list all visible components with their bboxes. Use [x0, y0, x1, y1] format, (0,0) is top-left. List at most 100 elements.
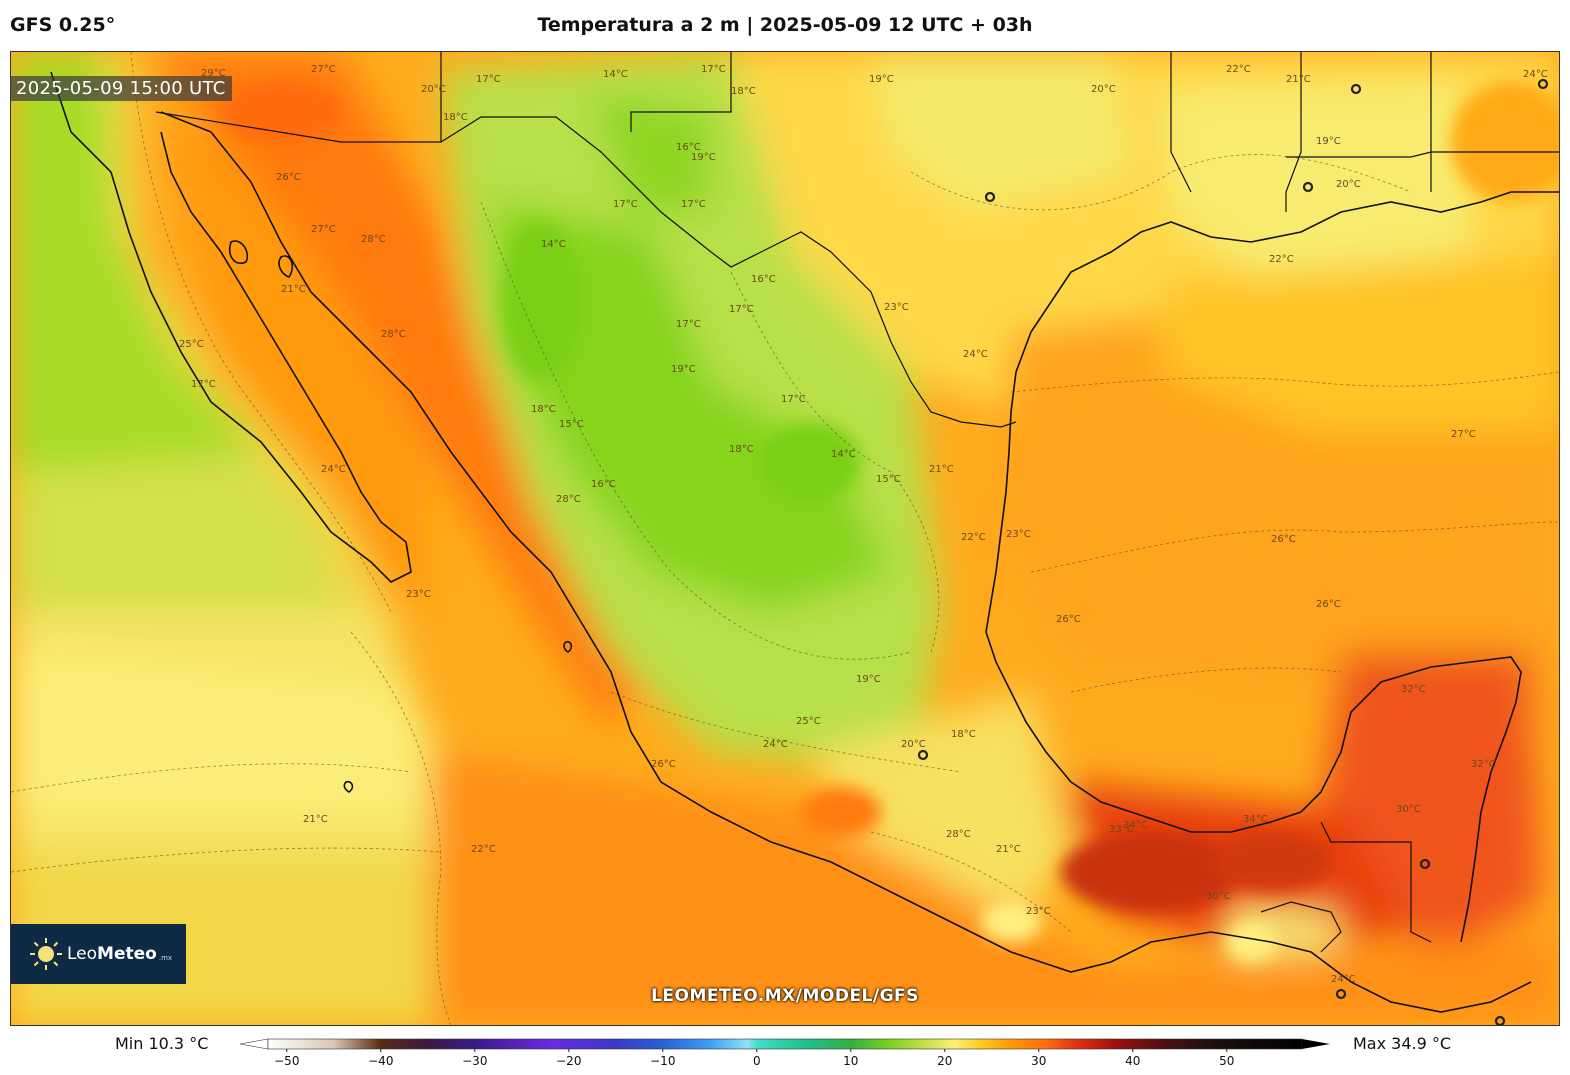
contour-label: 17°C [191, 379, 216, 390]
contour-label: 34°C [1123, 820, 1148, 831]
contour-label: 18°C [731, 86, 756, 97]
city-marker[interactable] [1350, 83, 1362, 95]
contour-label: 14°C [603, 69, 628, 80]
contour-label: 16°C [676, 142, 701, 153]
contour-label: 26°C [1056, 614, 1081, 625]
contour-label: 15°C [876, 474, 901, 485]
contour-label: 21°C [1286, 74, 1311, 85]
colorbar-max-arrow [1302, 1039, 1330, 1049]
colorbar-tick-label: 0 [753, 1054, 761, 1068]
contour-label: 28°C [361, 234, 386, 245]
brand-logo[interactable]: LeoMeteo .mx [11, 924, 186, 984]
city-marker[interactable] [1335, 988, 1347, 1000]
contour-label: 16°C [591, 479, 616, 490]
contour-label: 20°C [421, 84, 446, 95]
contour-label: 14°C [541, 239, 566, 250]
contour-label: 30°C [1206, 891, 1231, 902]
city-marker[interactable] [984, 191, 996, 203]
contour-label: 33°C [1109, 824, 1134, 835]
contour-label: 24°C [321, 464, 346, 475]
contour-label: 19°C [1316, 136, 1341, 147]
temperature-zones [11, 52, 1559, 1025]
brand-name: LeoMeteo [67, 944, 157, 964]
contour-label: 23°C [406, 589, 431, 600]
colorbar-min-arrow [240, 1038, 269, 1050]
contour-label: 14°C [831, 449, 856, 460]
contour-label: 19°C [869, 74, 894, 85]
sun-icon [30, 938, 62, 970]
city-marker[interactable] [1302, 181, 1314, 193]
contour-label: 28°C [381, 329, 406, 340]
contour-label: 21°C [929, 464, 954, 475]
contour-lines [11, 52, 1559, 1025]
contour-label: 21°C [303, 814, 328, 825]
contour-label: 18°C [729, 444, 754, 455]
colorbar-tick-label: 20 [937, 1054, 952, 1068]
contour-label: 16°C [751, 274, 776, 285]
contour-label: 23°C [884, 302, 909, 313]
contour-label: 22°C [1226, 64, 1251, 75]
contour-label: 17°C [729, 304, 754, 315]
city-marker[interactable] [917, 749, 929, 761]
contour-label: 24°C [963, 349, 988, 360]
map-panel[interactable]: 29°C 27°C 17°C 14°C 17°C 18°C 19°C 20°C … [10, 51, 1560, 1026]
city-marker[interactable] [1419, 858, 1431, 870]
contour-label: 24°C [1523, 69, 1548, 80]
colorbar-tick-label: −10 [650, 1054, 675, 1068]
model-name: GFS 0.25° [10, 14, 116, 36]
contour-label: 26°C [1316, 599, 1341, 610]
source-watermark: LEOMETEO.MX/MODEL/GFS [651, 986, 919, 1006]
city-marker[interactable] [1494, 1015, 1506, 1025]
coastlines [50, 71, 1559, 1013]
contour-label: 20°C [1091, 84, 1116, 95]
temperature-colorbar: −50 −40 −30 −20 −10 0 10 20 30 40 50 [240, 1038, 1330, 1068]
colorbar-tick-label: 30 [1031, 1054, 1046, 1068]
contour-label: 20°C [1336, 179, 1361, 190]
colorbar-gradient [267, 1038, 1303, 1050]
contour-label: 30°C [1396, 804, 1421, 815]
contour-label: 27°C [311, 64, 336, 75]
city-marker[interactable] [1537, 78, 1549, 90]
contour-label: 25°C [179, 339, 204, 350]
contour-label: 19°C [856, 674, 881, 685]
colorbar-tick-label: −50 [274, 1054, 299, 1068]
contour-label: 29°C [201, 68, 226, 79]
contour-label: 21°C [996, 844, 1021, 855]
contour-label: 17°C [681, 199, 706, 210]
contour-label: 23°C [1006, 529, 1031, 540]
contour-label: 27°C [311, 224, 336, 235]
contour-label: 34°C [1243, 814, 1268, 825]
contour-label: 17°C [613, 199, 638, 210]
colorbar-tick-label: 10 [843, 1054, 858, 1068]
contour-labels: 29°C 27°C 17°C 14°C 17°C 18°C 19°C 20°C … [179, 64, 1548, 985]
colorbar-tick-label: 40 [1125, 1054, 1140, 1068]
contour-label: 18°C [951, 729, 976, 740]
colorbar-tick-label: −40 [368, 1054, 393, 1068]
contour-label: 26°C [1271, 534, 1296, 545]
contour-label: 24°C [1331, 974, 1356, 985]
contour-label: 32°C [1401, 684, 1426, 695]
colorbar-tick-label: −20 [556, 1054, 581, 1068]
colorbar-tick-label: −30 [462, 1054, 487, 1068]
contour-label: 22°C [1269, 254, 1294, 265]
contour-label: 19°C [691, 152, 716, 163]
contour-label: 17°C [781, 394, 806, 405]
contour-label: 25°C [796, 716, 821, 727]
contour-label: 32°C [1471, 759, 1496, 770]
contour-label: 28°C [556, 494, 581, 505]
contour-label: 22°C [961, 532, 986, 543]
temperature-map: 29°C 27°C 17°C 14°C 17°C 18°C 19°C 20°C … [11, 52, 1559, 1025]
contour-label: 17°C [676, 319, 701, 330]
contour-label: 23°C [1026, 906, 1051, 917]
min-temperature-label: Min 10.3 °C [115, 1034, 209, 1053]
contour-label: 15°C [559, 419, 584, 430]
contour-label: 27°C [1451, 429, 1476, 440]
contour-label: 17°C [701, 64, 726, 75]
contour-label: 28°C [946, 829, 971, 840]
brand-suffix: .mx [158, 954, 173, 962]
contour-label: 17°C [476, 74, 501, 85]
contour-label: 19°C [671, 364, 696, 375]
colorbar-tick-label: 50 [1219, 1054, 1234, 1068]
contour-label: 18°C [531, 404, 556, 415]
contour-label: 21°C [281, 284, 306, 295]
